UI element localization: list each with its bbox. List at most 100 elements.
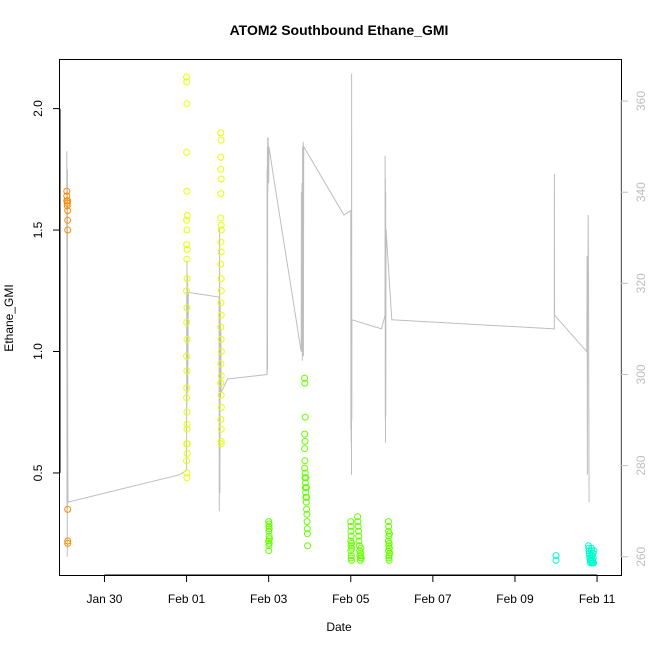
data-point-1: [217, 348, 225, 355]
data-point-1: [183, 367, 191, 375]
data-point-1: [217, 153, 225, 161]
data-point-1: [217, 136, 225, 144]
x-tick-label: Feb 11: [579, 592, 616, 606]
y2-axis: 260 280 300 320 340 360: [620, 91, 648, 567]
y-axis-label: Ethane_GMI: [2, 284, 16, 351]
data-point-1: [183, 425, 191, 433]
data-point-2: [265, 542, 273, 550]
data-point-2: [303, 505, 311, 513]
data-point-1: [183, 469, 191, 477]
data-point-1: [183, 241, 191, 249]
data-point-1: [183, 318, 191, 326]
data-point-2: [355, 537, 363, 545]
data-point-1: [183, 408, 191, 416]
data-point-2: [385, 554, 393, 562]
data-point-1: [217, 248, 225, 256]
data-point-2: [347, 552, 355, 560]
data-point-1: [183, 226, 191, 234]
y-tick-label: 2.0: [31, 100, 45, 117]
data-point-1: [183, 352, 191, 360]
data-point-1: [183, 394, 191, 402]
x-tick-label: Feb 05: [332, 592, 370, 606]
data-point-2: [385, 539, 393, 547]
chart-title: ATOM2 Southbound Ethane_GMI: [230, 22, 449, 38]
data-point-1: [217, 221, 225, 229]
data-point-2: [265, 527, 273, 535]
data-point-2: [347, 554, 355, 562]
data-point-1: [217, 190, 225, 198]
y2-tick-label: 280: [634, 455, 648, 475]
data-point-1: [217, 165, 225, 173]
data-point-1: [183, 255, 191, 263]
data-point-1: [183, 73, 191, 81]
data-point-2: [303, 530, 311, 538]
y2-tick-label: 260: [634, 546, 648, 566]
data-point-2: [265, 522, 273, 530]
data-point-0: [63, 192, 71, 200]
data-point-2: [303, 493, 311, 501]
data-point-2: [303, 525, 311, 533]
data-point-1: [217, 379, 225, 387]
data-point-2: [357, 554, 365, 562]
data-point-2: [348, 539, 356, 547]
data-point-1: [183, 100, 191, 108]
data-point-2: [355, 532, 363, 540]
y2-tick-label: 320: [634, 273, 648, 293]
data-point-1: [183, 78, 191, 86]
data-point-1: [183, 246, 191, 253]
data-point-1: [217, 287, 225, 295]
data-point-2: [347, 527, 355, 535]
data-point-1: [217, 214, 225, 222]
data-point-0: [64, 197, 72, 205]
data-point-2: [265, 518, 273, 526]
data-point-2: [303, 518, 311, 526]
data-point-2: [385, 556, 393, 564]
data-point-1: [183, 287, 191, 295]
data-point-1: [183, 212, 191, 219]
data-point-2: [301, 379, 309, 387]
data-point-2: [265, 525, 273, 533]
data-point-1: [217, 360, 225, 368]
data-point-0: [64, 226, 72, 234]
data-point-1: [217, 260, 225, 268]
data-point-2: [265, 520, 273, 528]
data-point-2: [301, 437, 309, 445]
data-point-3: [588, 544, 596, 552]
data-point-3: [590, 559, 598, 567]
data-point-2: [301, 464, 309, 472]
data-point-3: [552, 556, 560, 564]
data-point-2: [355, 527, 362, 535]
y-tick-label: 1.5: [31, 221, 45, 238]
data-point-0: [64, 505, 72, 513]
data-point-2: [348, 544, 356, 552]
data-point-2: [301, 469, 309, 477]
line-series-layer: [66, 73, 590, 557]
data-point-2: [386, 530, 393, 538]
data-point-2: [301, 430, 309, 438]
data-point-1: [183, 420, 191, 428]
data-point-3: [590, 547, 598, 555]
data-point-2: [301, 445, 309, 453]
x-tick-label: Feb 03: [250, 592, 288, 606]
data-point-2: [385, 544, 393, 552]
x-tick-label: Jan 30: [86, 592, 122, 606]
data-point-1: [183, 275, 191, 283]
data-point-2: [265, 535, 273, 543]
data-point-0: [63, 202, 71, 210]
data-point-1: [217, 238, 225, 246]
x-tick-label: Feb 09: [496, 592, 534, 606]
data-point-2: [301, 479, 309, 487]
data-point-1: [183, 457, 191, 465]
data-point-2: [354, 522, 362, 530]
data-point-1: [183, 187, 191, 195]
data-point-1: [217, 335, 225, 343]
data-point-1: [217, 391, 225, 399]
data-point-1: [183, 335, 191, 343]
data-point-2: [302, 488, 310, 496]
data-point-1: [183, 304, 191, 312]
data-point-1: [217, 437, 225, 445]
data-point-1: [183, 474, 191, 482]
data-point-2: [304, 542, 312, 550]
data-point-0: [63, 187, 71, 195]
